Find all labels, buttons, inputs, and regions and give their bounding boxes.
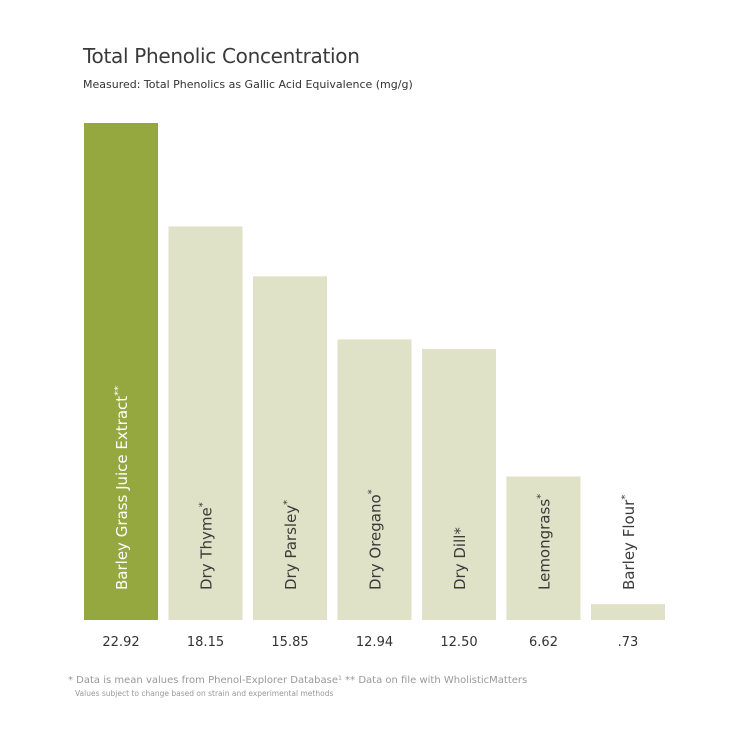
bar	[337, 339, 412, 620]
chart-title: Total Phenolic Concentration	[83, 44, 360, 68]
bar	[168, 226, 243, 621]
category-label: Lemongrass*	[536, 494, 554, 590]
chart-subtitle: Measured: Total Phenolics as Gallic Acid…	[83, 78, 413, 91]
category-footnote-mark: *	[367, 489, 378, 494]
value-label: .73	[618, 635, 639, 650]
category-footnote-mark: *	[198, 502, 209, 507]
footnote-sources: * Data is mean values from Phenol-Explor…	[68, 675, 528, 686]
value-label: 22.92	[102, 635, 139, 650]
bar	[253, 276, 327, 620]
category-footnote-mark: *	[282, 500, 293, 505]
category-label: Dry Parsley*	[282, 500, 300, 590]
footnote-disclaimer: Values subject to change based on strain…	[75, 689, 334, 698]
category-footnote-mark: *	[536, 494, 547, 499]
value-label: 12.94	[356, 635, 393, 650]
category-label: Dry Oregano*	[367, 489, 385, 590]
value-label: 12.50	[440, 635, 477, 650]
bar	[591, 604, 665, 620]
value-label: 6.62	[529, 635, 558, 650]
category-label: Dry Thyme*	[198, 502, 216, 590]
category-label: Dry Dill*	[451, 527, 469, 590]
category-footnote-mark: **	[113, 386, 124, 396]
bar	[506, 476, 581, 620]
category-footnote-mark: *	[620, 495, 631, 500]
category-label: Barley Flour*	[620, 495, 638, 590]
bar	[422, 348, 496, 620]
category-label: Barley Grass Juice Extract**	[113, 386, 131, 590]
value-label: 18.15	[187, 635, 224, 650]
value-label: 15.85	[271, 635, 308, 650]
bar	[84, 123, 158, 620]
